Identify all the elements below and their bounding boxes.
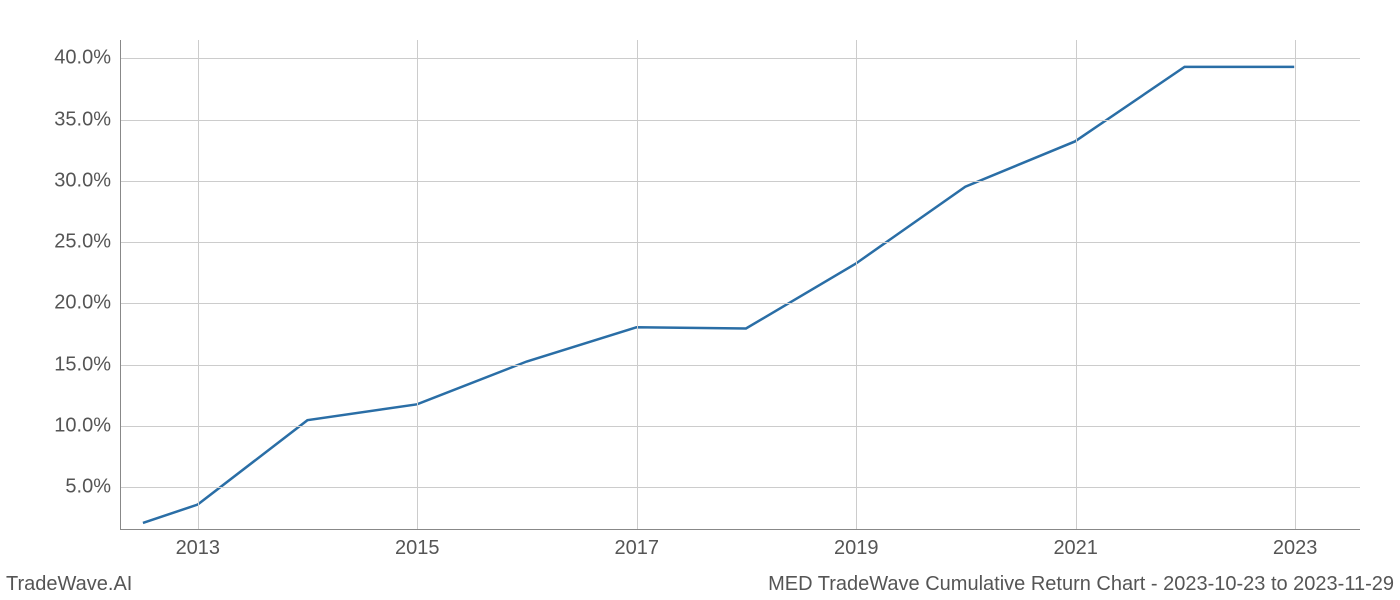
grid-line-vertical: [198, 40, 199, 529]
line-chart-svg: [121, 40, 1360, 529]
y-tick-label: 25.0%: [54, 231, 111, 254]
chart-container: 2013201520172019202120235.0%10.0%15.0%20…: [120, 40, 1360, 530]
y-tick-label: 15.0%: [54, 353, 111, 376]
x-tick-label: 2019: [834, 537, 879, 560]
grid-line-horizontal: [121, 365, 1360, 366]
x-tick-label: 2023: [1273, 537, 1318, 560]
grid-line-horizontal: [121, 58, 1360, 59]
x-tick-label: 2013: [176, 537, 221, 560]
grid-line-vertical: [637, 40, 638, 529]
grid-line-horizontal: [121, 426, 1360, 427]
y-tick-label: 5.0%: [65, 476, 111, 499]
cumulative-return-line: [143, 67, 1294, 523]
y-tick-label: 35.0%: [54, 108, 111, 131]
x-tick-label: 2015: [395, 537, 440, 560]
grid-line-horizontal: [121, 242, 1360, 243]
grid-line-vertical: [417, 40, 418, 529]
x-tick-label: 2021: [1053, 537, 1098, 560]
y-tick-label: 10.0%: [54, 414, 111, 437]
y-tick-label: 30.0%: [54, 169, 111, 192]
footer-left-label: TradeWave.AI: [6, 573, 132, 596]
plot-area: 2013201520172019202120235.0%10.0%15.0%20…: [120, 40, 1360, 530]
grid-line-horizontal: [121, 120, 1360, 121]
grid-line-horizontal: [121, 303, 1360, 304]
grid-line-horizontal: [121, 181, 1360, 182]
grid-line-vertical: [1076, 40, 1077, 529]
footer-right-label: MED TradeWave Cumulative Return Chart - …: [768, 573, 1394, 596]
grid-line-horizontal: [121, 487, 1360, 488]
grid-line-vertical: [856, 40, 857, 529]
y-tick-label: 20.0%: [54, 292, 111, 315]
y-tick-label: 40.0%: [54, 47, 111, 70]
x-tick-label: 2017: [615, 537, 660, 560]
grid-line-vertical: [1295, 40, 1296, 529]
